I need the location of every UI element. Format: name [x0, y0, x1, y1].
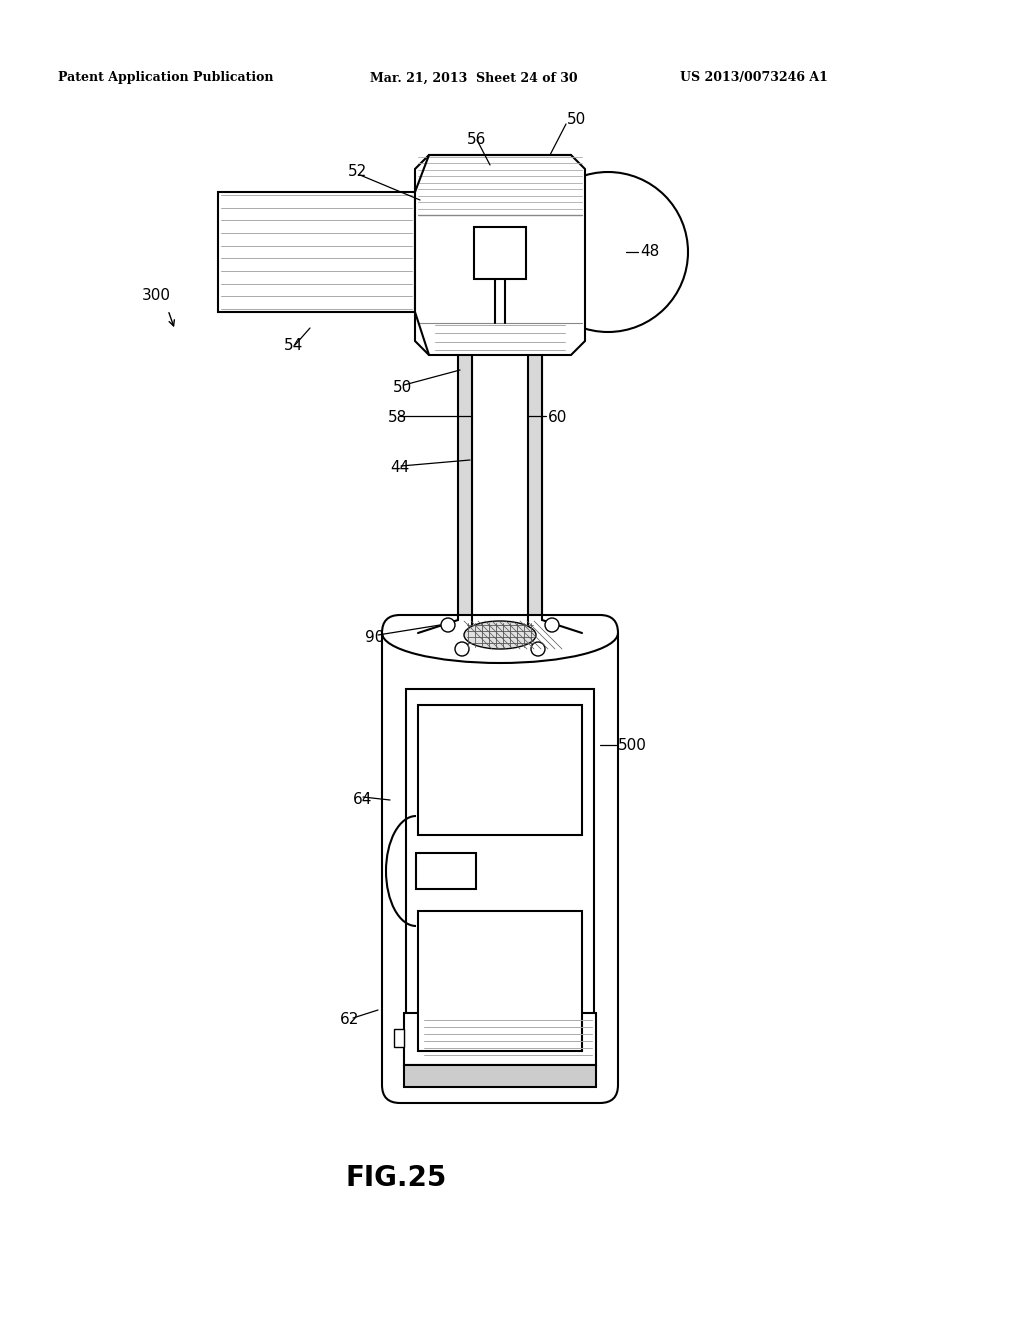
Text: 500: 500 [618, 738, 647, 752]
Circle shape [545, 618, 559, 632]
Text: 56: 56 [467, 132, 486, 148]
Bar [406, 689, 594, 1019]
Text: 58: 58 [388, 411, 408, 425]
Text: FIG.25: FIG.25 [345, 1164, 446, 1192]
Ellipse shape [464, 620, 536, 649]
Text: 300: 300 [142, 289, 171, 304]
Text: 50: 50 [567, 112, 587, 128]
Circle shape [528, 172, 688, 333]
Circle shape [531, 642, 545, 656]
Bar [416, 853, 476, 888]
Text: 52: 52 [348, 165, 368, 180]
Circle shape [441, 618, 455, 632]
Text: Patent Application Publication: Patent Application Publication [58, 71, 273, 84]
Bar [418, 911, 582, 1051]
Bar [418, 705, 582, 836]
Text: 50: 50 [393, 380, 413, 396]
Bar [218, 191, 415, 312]
Text: 90: 90 [365, 631, 384, 645]
Text: 48: 48 [640, 244, 659, 260]
Bar [394, 1030, 404, 1047]
Text: 44: 44 [390, 461, 410, 475]
Text: US 2013/0073246 A1: US 2013/0073246 A1 [680, 71, 827, 84]
Bar [404, 1012, 596, 1065]
Text: 62: 62 [340, 1012, 359, 1027]
Circle shape [455, 642, 469, 656]
Text: 60: 60 [548, 411, 567, 425]
Bar [474, 227, 526, 279]
Text: 54: 54 [284, 338, 303, 352]
Text: 64: 64 [353, 792, 373, 808]
FancyBboxPatch shape [382, 615, 618, 1104]
Polygon shape [415, 154, 585, 355]
Bar [404, 1065, 596, 1086]
Text: Mar. 21, 2013  Sheet 24 of 30: Mar. 21, 2013 Sheet 24 of 30 [370, 71, 578, 84]
